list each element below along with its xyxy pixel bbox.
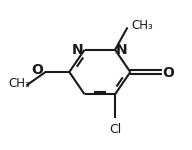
Text: N: N <box>72 44 84 57</box>
Text: O: O <box>162 66 174 80</box>
Text: O: O <box>31 63 43 77</box>
Text: CH₃: CH₃ <box>131 19 153 32</box>
Text: CH₃: CH₃ <box>8 77 30 90</box>
Text: N: N <box>116 44 128 57</box>
Text: Cl: Cl <box>109 123 121 136</box>
